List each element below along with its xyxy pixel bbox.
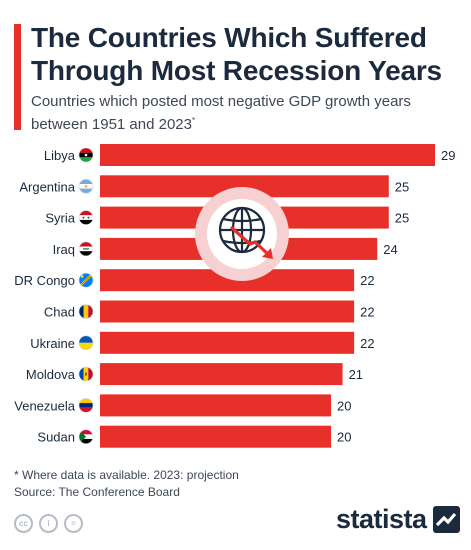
license-icons: cc i = bbox=[14, 514, 83, 533]
value-label-dr-congo: 22 bbox=[360, 273, 374, 288]
category-label-chad: Chad bbox=[44, 305, 75, 320]
creative-commons-icon[interactable]: cc bbox=[14, 514, 33, 533]
value-label-venezuela: 20 bbox=[337, 398, 351, 413]
bar-sudan bbox=[100, 425, 332, 448]
flag-chad-icon bbox=[78, 304, 94, 319]
category-label-iraq: Iraq bbox=[53, 242, 75, 257]
chart-subtitle: Countries which posted most negative GDP… bbox=[31, 92, 461, 134]
value-label-iraq: 24 bbox=[383, 242, 397, 257]
value-label-argentina: 25 bbox=[395, 179, 409, 194]
no-derivatives-icon[interactable]: = bbox=[64, 514, 83, 533]
flag-ukraine-icon bbox=[78, 335, 94, 351]
value-label-syria: 25 bbox=[395, 211, 409, 226]
flag-moldova-icon bbox=[78, 366, 94, 382]
bar-venezuela bbox=[100, 394, 332, 417]
statista-logo[interactable]: statista bbox=[336, 504, 460, 535]
category-label-sudan: Sudan bbox=[37, 430, 75, 445]
globe-with-declining-arrow-icon bbox=[195, 187, 289, 281]
attribution-icon[interactable]: i bbox=[39, 514, 58, 533]
statista-logo-text: statista bbox=[336, 504, 427, 534]
bar-libya bbox=[100, 144, 435, 166]
category-label-ukraine: Ukraine bbox=[30, 336, 75, 351]
footnote: * Where data is available. 2023: project… bbox=[14, 467, 239, 501]
value-label-chad: 22 bbox=[360, 305, 374, 320]
flag-libya-icon bbox=[78, 147, 94, 163]
category-label-venezuela: Venezuela bbox=[14, 398, 75, 413]
chart-title: The Countries Which Suffered Through Mos… bbox=[31, 22, 442, 86]
flag-iraq-icon bbox=[78, 241, 94, 257]
footnote-source: Source: The Conference Board bbox=[14, 485, 180, 499]
value-label-ukraine: 22 bbox=[360, 336, 374, 351]
bar-ukraine bbox=[100, 331, 355, 354]
value-label-sudan: 20 bbox=[337, 430, 351, 445]
subtitle-footnote-mark: * bbox=[191, 116, 196, 125]
bar-moldova bbox=[100, 363, 343, 386]
statista-logo-mark-icon bbox=[432, 506, 460, 533]
subtitle-text: Countries which posted most negative GDP… bbox=[31, 93, 411, 133]
bar-chart: Libya 29 Argentina 25 Syria 25 Iraq 24 DR Congo 2… bbox=[14, 144, 455, 448]
bar-argentina bbox=[100, 175, 389, 198]
category-label-libya: Libya bbox=[44, 148, 76, 163]
flag-argentina-icon bbox=[78, 178, 94, 194]
category-label-argentina: Argentina bbox=[19, 179, 75, 194]
accent-bar bbox=[14, 24, 21, 130]
footnote-note: * Where data is available. 2023: project… bbox=[14, 468, 239, 482]
flag-venezuela-icon bbox=[78, 398, 94, 413]
value-label-libya: 29 bbox=[441, 148, 455, 163]
flag-syria-icon bbox=[78, 210, 94, 225]
bar-chad bbox=[100, 300, 355, 323]
flag-sudan-icon bbox=[78, 429, 94, 445]
category-label-syria: Syria bbox=[45, 211, 75, 226]
bar-dr-congo bbox=[100, 269, 355, 292]
value-label-moldova: 21 bbox=[349, 367, 363, 382]
category-label-dr-congo: DR Congo bbox=[14, 273, 75, 288]
flag-dr-congo-icon bbox=[78, 272, 94, 288]
category-label-moldova: Moldova bbox=[26, 367, 76, 382]
